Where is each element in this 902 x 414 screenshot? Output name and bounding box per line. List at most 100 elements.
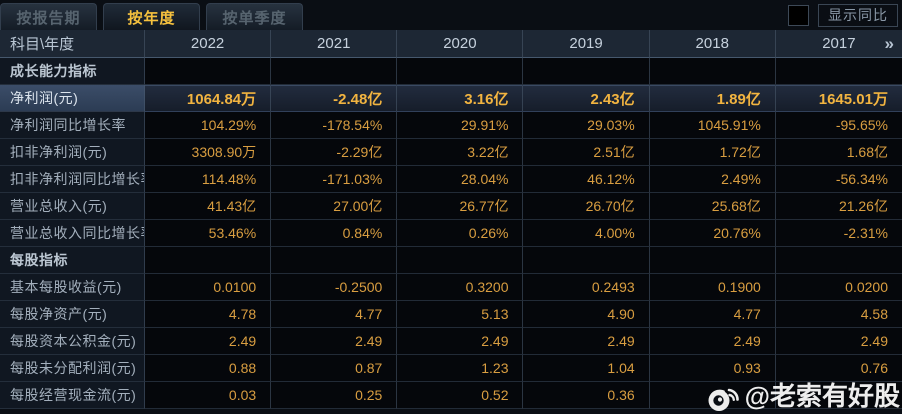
value-cell: 0.0200 bbox=[775, 274, 902, 301]
show-yoy-label[interactable]: 显示同比 bbox=[818, 3, 898, 27]
value-cell: 41.43亿 bbox=[145, 193, 272, 220]
table-row: 每股指标 bbox=[0, 247, 902, 274]
year-column-header-2021: 2021 bbox=[271, 30, 398, 58]
value-cell: 1.23 bbox=[397, 355, 524, 382]
compare-control: 显示同比 bbox=[788, 3, 898, 27]
year-column-header-2020: 2020 bbox=[397, 30, 524, 58]
table-row: 营业总收入(元) 41.43亿 27.00亿 26.77亿 26.70亿 25.68亿 21… bbox=[0, 193, 902, 220]
value-cell: -56.34% bbox=[775, 166, 902, 193]
tab-by-report-period[interactable]: 按报告期 bbox=[0, 3, 97, 30]
tab-by-year[interactable]: 按年度 bbox=[103, 3, 200, 30]
period-tabbar: 按报告期 按年度 按单季度 bbox=[0, 0, 902, 30]
row-label: 每股资本公积金(元) bbox=[0, 328, 145, 355]
value-cell: 0.36 bbox=[523, 382, 650, 409]
value-cell: 28.04% bbox=[397, 166, 524, 193]
value-cell: 2.49 bbox=[145, 328, 272, 355]
value-cell bbox=[271, 247, 398, 274]
value-cell bbox=[649, 247, 776, 274]
value-cell: 0.03 bbox=[145, 382, 272, 409]
value-cell: 2.49% bbox=[649, 166, 776, 193]
row-label: 净利润(元) bbox=[0, 85, 145, 112]
row-label: 每股指标 bbox=[0, 247, 145, 274]
value-cell: -2.48亿 bbox=[271, 85, 398, 112]
tab-by-quarter[interactable]: 按单季度 bbox=[206, 3, 303, 30]
value-cell bbox=[649, 58, 776, 85]
show-yoy-checkbox[interactable] bbox=[788, 4, 809, 26]
value-cell: 3.22亿 bbox=[397, 139, 524, 166]
table-row: 扣非净利润同比增长率 114.48% -171.03% 28.04% 46.12% 2.4… bbox=[0, 166, 902, 193]
value-cell: 0.52 bbox=[397, 382, 524, 409]
value-cell bbox=[523, 247, 650, 274]
row-label: 每股未分配利润(元) bbox=[0, 355, 145, 382]
financial-table: 科目\年度 2022 2021 2020 2019 2018 2017» 成长能力指标 净利润(… bbox=[0, 30, 902, 414]
value-cell: 1064.84万 bbox=[145, 85, 272, 112]
value-cell: -2.29亿 bbox=[271, 139, 398, 166]
value-cell: -95.65% bbox=[775, 112, 902, 139]
value-cell: 4.78 bbox=[145, 301, 272, 328]
value-cell: 46.12% bbox=[523, 166, 650, 193]
value-cell: 0.0100 bbox=[145, 274, 272, 301]
value-cell: 0.25 bbox=[271, 382, 398, 409]
value-cell bbox=[271, 58, 398, 85]
row-label: 扣非净利润(元) bbox=[0, 139, 145, 166]
more-years-icon[interactable]: » bbox=[884, 33, 895, 53]
row-label: 扣非净利润同比增长率 bbox=[0, 166, 145, 193]
value-cell: 53.46% bbox=[145, 220, 272, 247]
value-cell: 3.16亿 bbox=[397, 85, 524, 112]
value-cell: 0.2493 bbox=[523, 274, 650, 301]
value-cell: -2.31% bbox=[775, 220, 902, 247]
value-cell: 1.72亿 bbox=[649, 139, 776, 166]
value-cell: 0.3200 bbox=[397, 274, 524, 301]
value-cell: 26.70亿 bbox=[523, 193, 650, 220]
value-cell: 4.90 bbox=[523, 301, 650, 328]
value-cell: 5.13 bbox=[397, 301, 524, 328]
value-cell: 27.00亿 bbox=[271, 193, 398, 220]
table-row: 净利润同比增长率 104.29% -178.54% 29.91% 29.03% 1045.… bbox=[0, 112, 902, 139]
row-label: 成长能力指标 bbox=[0, 58, 145, 85]
table-row: 每股资本公积金(元) 2.49 2.49 2.49 2.49 2.49 2.49 bbox=[0, 328, 902, 355]
value-cell: 25.68亿 bbox=[649, 193, 776, 220]
table-row: 成长能力指标 bbox=[0, 58, 902, 85]
row-label: 净利润同比增长率 bbox=[0, 112, 145, 139]
value-cell: 29.91% bbox=[397, 112, 524, 139]
value-cell: -0.2500 bbox=[271, 274, 398, 301]
value-cell: 26.77亿 bbox=[397, 193, 524, 220]
row-label: 营业总收入同比增长率 bbox=[0, 220, 145, 247]
value-cell: 0.93 bbox=[649, 355, 776, 382]
value-cell: 2.51亿 bbox=[523, 139, 650, 166]
value-cell: 0.88 bbox=[145, 355, 272, 382]
value-cell: 4.00% bbox=[523, 220, 650, 247]
value-cell: 29.03% bbox=[523, 112, 650, 139]
value-cell: 1645.01万 bbox=[775, 85, 902, 112]
value-cell bbox=[145, 58, 272, 85]
value-cell: 21.26亿 bbox=[775, 193, 902, 220]
value-cell: 3308.90万 bbox=[145, 139, 272, 166]
table-row: 营业总收入同比增长率 53.46% 0.84% 0.26% 4.00% 20.76% -2.… bbox=[0, 220, 902, 247]
value-cell: 0.76 bbox=[775, 355, 902, 382]
value-cell: 1.89亿 bbox=[649, 85, 776, 112]
value-cell bbox=[145, 247, 272, 274]
table-row: 基本每股收益(元) 0.0100 -0.2500 0.3200 0.2493 0.1900… bbox=[0, 274, 902, 301]
value-cell: 2.43亿 bbox=[523, 85, 650, 112]
table-row: 每股未分配利润(元) 0.88 0.87 1.23 1.04 0.93 0.76 bbox=[0, 355, 902, 382]
value-cell: 104.29% bbox=[145, 112, 272, 139]
value-cell: 2.49 bbox=[775, 328, 902, 355]
value-cell: 1.68亿 bbox=[775, 139, 902, 166]
value-cell: -178.54% bbox=[271, 112, 398, 139]
row-label: 每股经营现金流(元) bbox=[0, 382, 145, 409]
value-cell: 4.58 bbox=[775, 301, 902, 328]
value-cell: 0.84% bbox=[271, 220, 398, 247]
value-cell: 1045.91% bbox=[649, 112, 776, 139]
table-row: 净利润(元) 1064.84万 -2.48亿 3.16亿 2.43亿 1.89亿 1645.… bbox=[0, 85, 902, 112]
value-cell bbox=[775, 382, 902, 409]
value-cell bbox=[775, 247, 902, 274]
corner-header: 科目\年度 bbox=[0, 30, 145, 58]
row-label: 营业总收入(元) bbox=[0, 193, 145, 220]
value-cell: 114.48% bbox=[145, 166, 272, 193]
value-cell: 4.77 bbox=[271, 301, 398, 328]
value-cell bbox=[775, 58, 902, 85]
year-column-header-2017: 2017» bbox=[775, 30, 902, 58]
year-column-header-2018: 2018 bbox=[649, 30, 776, 58]
value-cell bbox=[649, 382, 776, 409]
